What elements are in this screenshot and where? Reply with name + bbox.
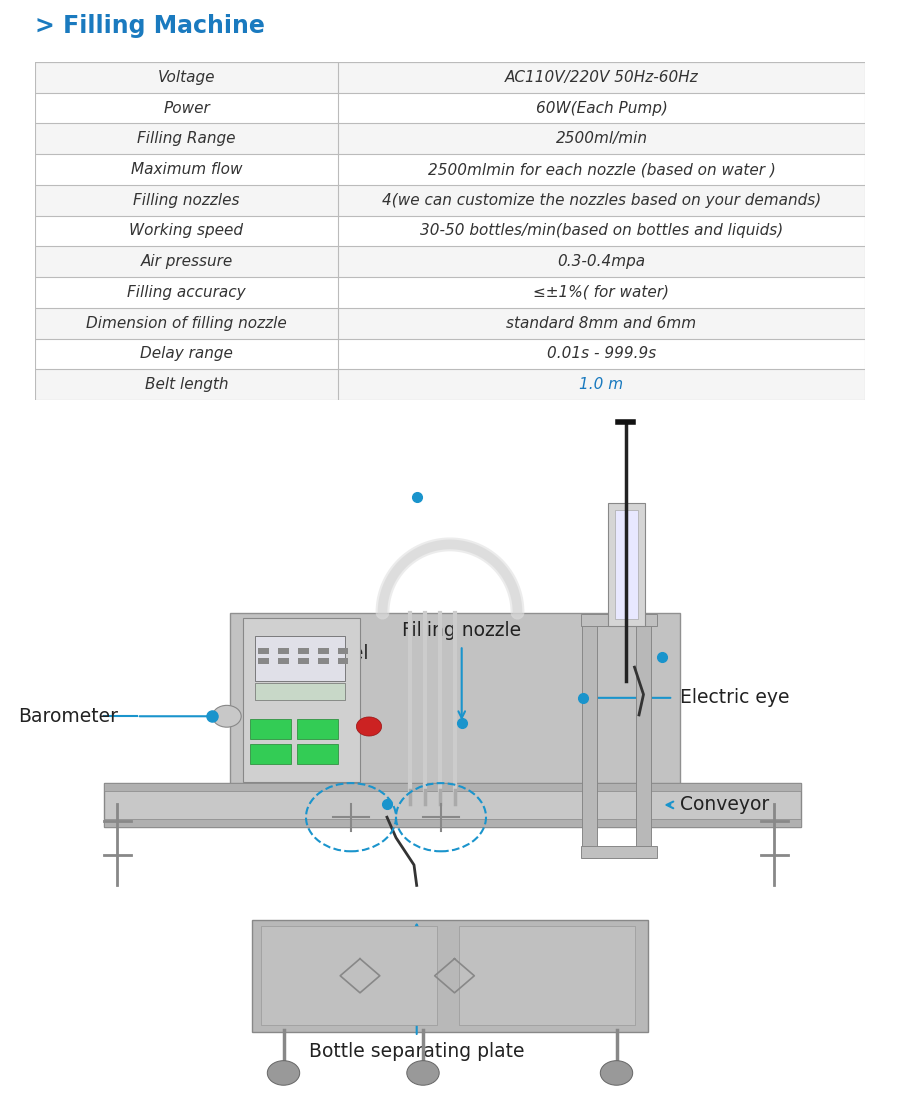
Bar — [580, 614, 657, 626]
Bar — [255, 637, 345, 680]
Bar — [580, 846, 657, 858]
Bar — [298, 648, 309, 653]
Text: 1.0 m: 1.0 m — [580, 377, 624, 392]
Circle shape — [356, 717, 382, 736]
Text: 4(we can customize the nozzles based on your demands): 4(we can customize the nozzles based on … — [382, 193, 821, 208]
Text: Voltage: Voltage — [158, 70, 215, 85]
Text: Filling Range: Filling Range — [137, 131, 236, 147]
Text: 0.3-0.4mpa: 0.3-0.4mpa — [557, 254, 645, 269]
Circle shape — [600, 1061, 633, 1085]
Bar — [35, 216, 865, 246]
Bar — [261, 927, 436, 1025]
Text: 0.01s - 999.9s: 0.01s - 999.9s — [547, 347, 656, 361]
Bar — [297, 719, 338, 740]
Bar — [258, 659, 269, 664]
Bar — [278, 648, 289, 653]
Text: Electric eye: Electric eye — [680, 688, 790, 708]
Bar — [35, 185, 865, 216]
Text: Maximum flow: Maximum flow — [130, 162, 242, 177]
Bar — [255, 683, 345, 700]
Bar — [104, 819, 801, 827]
Bar — [459, 927, 634, 1025]
Text: Belt length: Belt length — [145, 377, 229, 392]
Circle shape — [407, 1061, 439, 1085]
Bar — [250, 744, 291, 764]
Bar — [608, 503, 645, 626]
Text: Power: Power — [163, 101, 210, 116]
Circle shape — [212, 706, 241, 728]
Bar — [243, 618, 360, 782]
Bar — [35, 307, 865, 338]
Text: AC110V/220V 50Hz-60Hz: AC110V/220V 50Hz-60Hz — [505, 70, 698, 85]
Bar — [318, 659, 328, 664]
Text: ≤±1%( for water): ≤±1%( for water) — [534, 284, 670, 300]
Circle shape — [267, 1061, 300, 1085]
Bar — [258, 648, 269, 653]
Text: 30-50 bottles/min(based on bottles and liquids): 30-50 bottles/min(based on bottles and l… — [419, 223, 783, 238]
Bar — [338, 659, 348, 664]
Bar — [582, 619, 597, 858]
Bar — [35, 124, 865, 154]
Text: Barometer: Barometer — [18, 707, 118, 725]
Text: Dimension of filling nozzle: Dimension of filling nozzle — [86, 316, 287, 330]
Bar — [35, 370, 865, 400]
Bar — [35, 338, 865, 370]
Bar — [250, 719, 291, 740]
Text: Filling nozzles: Filling nozzles — [133, 193, 239, 208]
Text: Filling accuracy: Filling accuracy — [127, 284, 246, 300]
Bar — [35, 154, 865, 185]
Bar — [298, 659, 309, 664]
Bar — [615, 510, 638, 619]
Text: 60W(Each Pump): 60W(Each Pump) — [536, 101, 668, 116]
Bar — [636, 619, 651, 858]
Bar — [338, 648, 348, 653]
Bar — [297, 744, 338, 764]
Bar — [278, 659, 289, 664]
Text: Bottle separating plate: Bottle separating plate — [309, 1043, 525, 1061]
Bar — [230, 613, 680, 796]
Text: Delay range: Delay range — [140, 347, 233, 361]
Bar — [35, 62, 865, 93]
Bar — [318, 648, 328, 653]
Text: 2500ml/min: 2500ml/min — [555, 131, 647, 147]
Text: 2500mlmin for each nozzle (based on water ): 2500mlmin for each nozzle (based on wate… — [428, 162, 776, 177]
Text: Filling nozzle: Filling nozzle — [402, 621, 521, 640]
Bar — [104, 783, 801, 827]
Bar — [35, 93, 865, 124]
Text: > Filling Machine: > Filling Machine — [35, 14, 265, 38]
Bar — [35, 246, 865, 277]
Text: Control panel: Control panel — [243, 644, 369, 663]
Text: Air pressure: Air pressure — [140, 254, 232, 269]
Bar — [252, 919, 648, 1032]
Text: standard 8mm and 6mm: standard 8mm and 6mm — [507, 316, 697, 330]
Text: Working speed: Working speed — [130, 223, 244, 238]
Bar — [35, 277, 865, 307]
Text: Conveyor: Conveyor — [680, 795, 770, 814]
Bar — [104, 783, 801, 791]
